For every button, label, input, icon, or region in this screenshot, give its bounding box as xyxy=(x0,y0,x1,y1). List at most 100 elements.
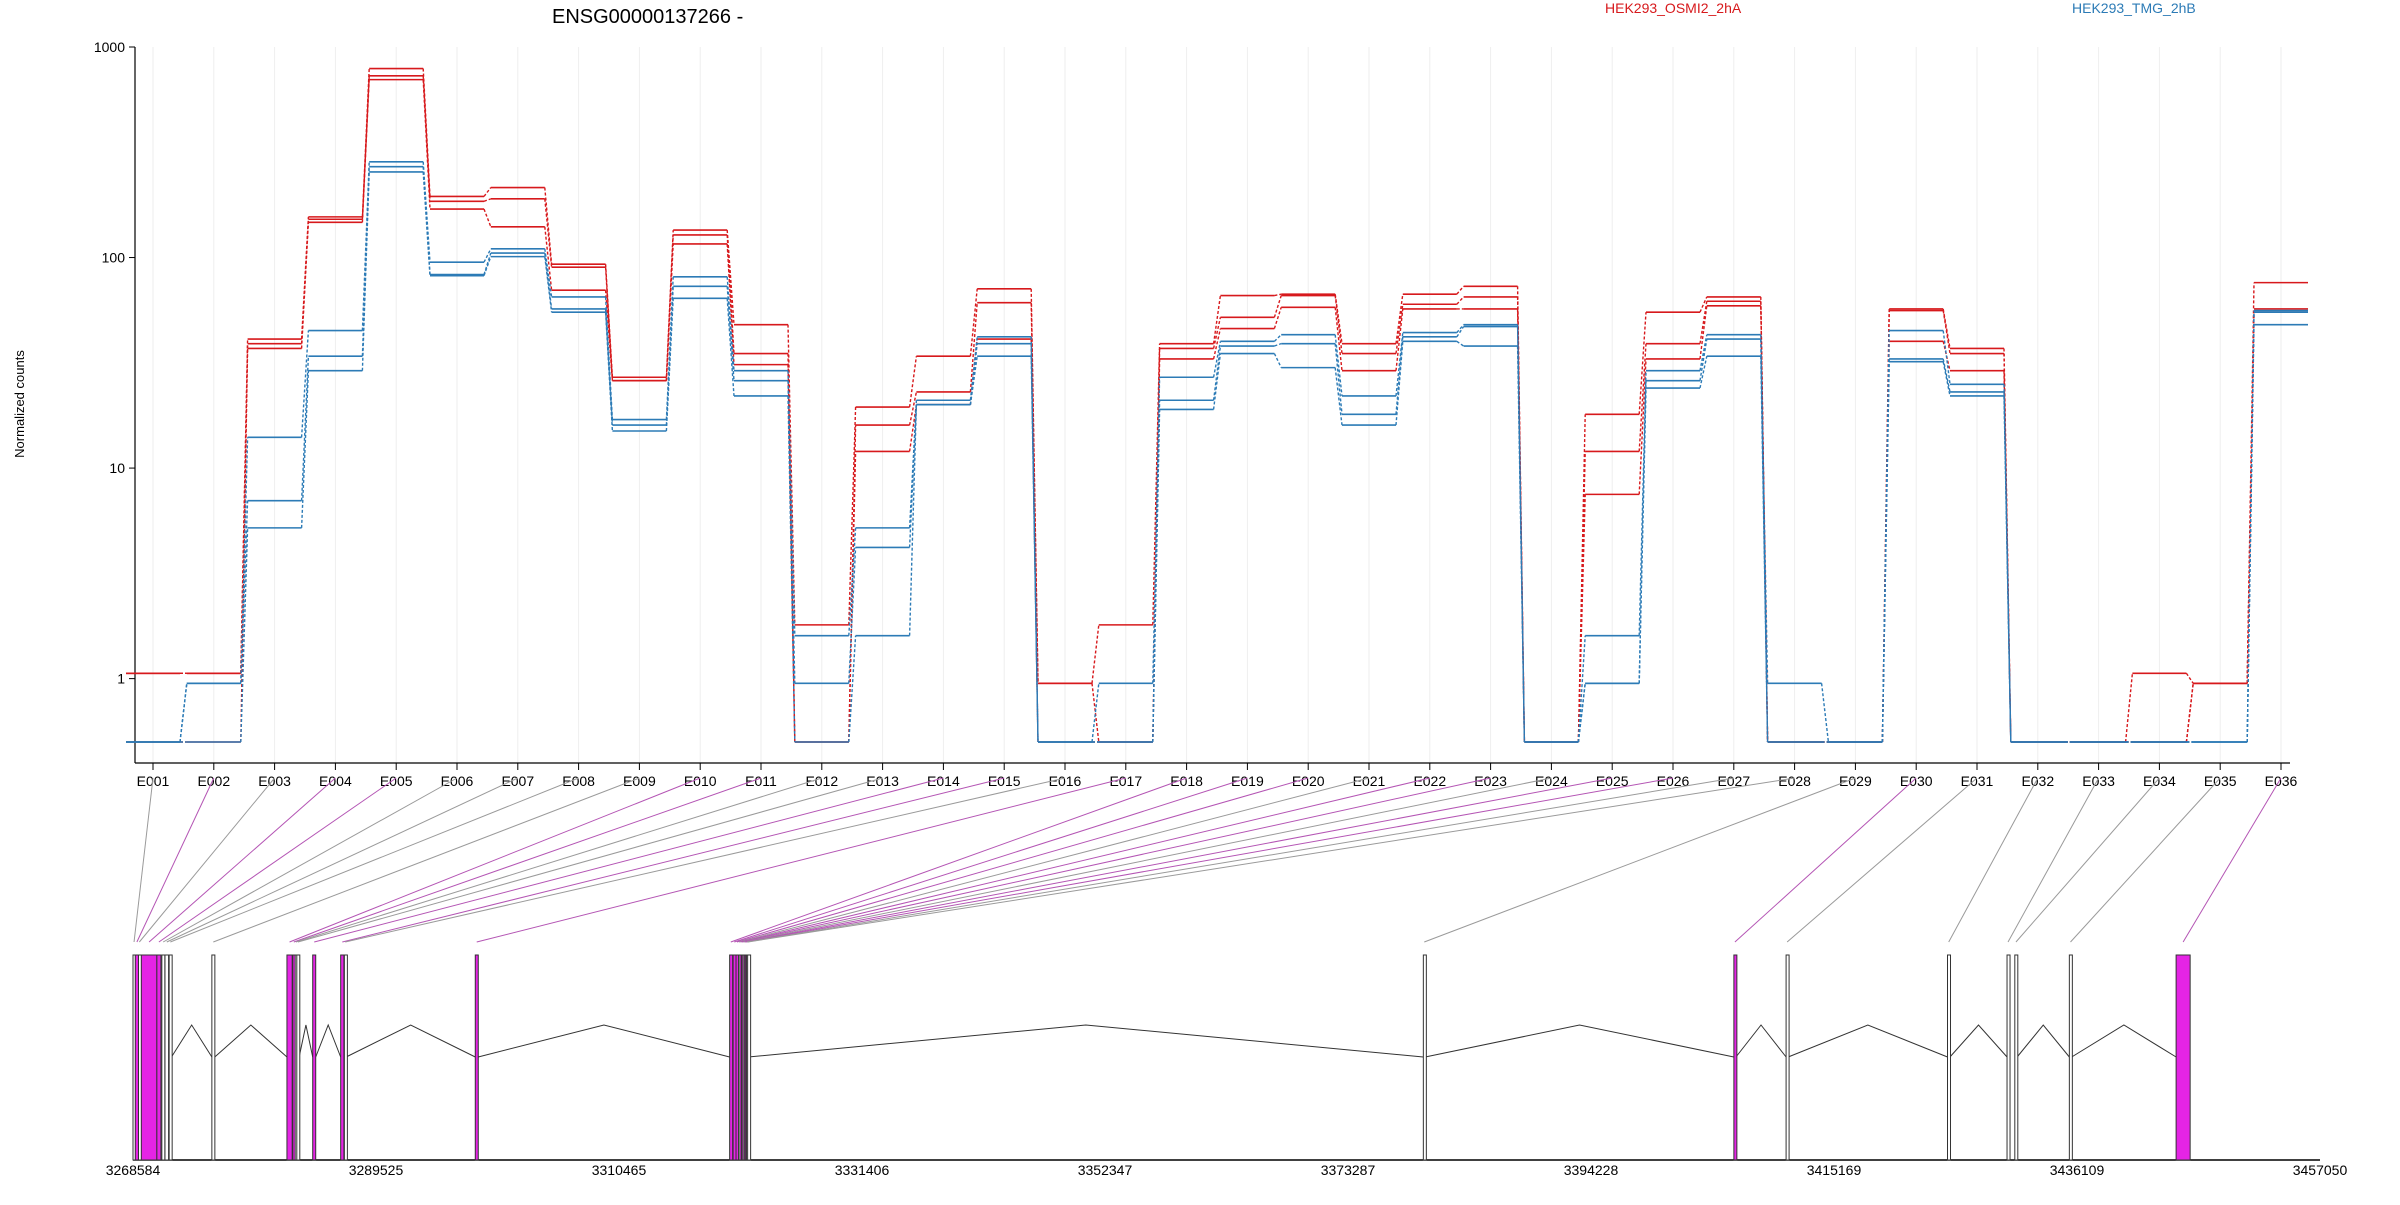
exon-mapping-line xyxy=(476,777,1126,943)
genome-tick-label: 3415169 xyxy=(1807,1162,1862,1178)
exon-connector-segment xyxy=(300,370,310,528)
exon-box xyxy=(2006,954,2011,1161)
exon-connector-segment xyxy=(604,267,614,381)
gene-model: 3268584 3289525 3310465 3331406 3352347 33732… xyxy=(106,954,2347,1178)
intron-line xyxy=(315,1023,342,1058)
exon-connector-segment xyxy=(1638,388,1647,684)
exon-mapping-line xyxy=(136,777,215,943)
exon-mapping-line xyxy=(345,777,1066,943)
exon-mapping-line xyxy=(744,777,1613,943)
exon-connector-segment xyxy=(1942,330,1951,385)
exon-mapping-line xyxy=(1734,777,1917,943)
exon-connector-segment xyxy=(1456,326,1465,338)
exon-connector-segment xyxy=(726,298,735,397)
exon-connector-segment xyxy=(361,79,370,223)
exon-connector-segment xyxy=(544,256,553,313)
exon-connector-segment xyxy=(1760,334,1769,684)
exon-connector-segment xyxy=(1273,295,1282,318)
exon-connector-segment xyxy=(1030,356,1039,743)
exon-box xyxy=(168,954,173,1161)
intron-line xyxy=(2071,1024,2177,1058)
chart-title: ENSG00000137266 - xyxy=(552,6,743,28)
exon-connector-segment xyxy=(1334,334,1343,397)
genome-tick-label: 3268584 xyxy=(106,1162,161,1178)
exon-connector-segment xyxy=(1577,414,1586,743)
series-line xyxy=(126,171,2308,743)
x-tick-label: E035 xyxy=(2204,773,2237,789)
exon-connector-segment xyxy=(1881,361,1890,743)
exon-mapping-line xyxy=(295,777,822,943)
exon-connector-segment xyxy=(1699,356,1708,389)
intron-line xyxy=(171,1024,213,1058)
exon-box xyxy=(474,954,479,1161)
x-tick-label: E032 xyxy=(2021,773,2054,789)
exon-connector-segment xyxy=(1152,343,1161,625)
genome-tick-label: 3394228 xyxy=(1564,1162,1619,1178)
exon-connector-segment xyxy=(544,248,553,298)
exon-connector-segment xyxy=(969,356,978,405)
exon-connector-lines xyxy=(133,777,2282,943)
exon-box xyxy=(2014,954,2019,1161)
gridlines xyxy=(152,47,2282,763)
x-tick-label: E010 xyxy=(684,773,717,789)
exon-connector-segment xyxy=(1699,334,1708,371)
exon-box xyxy=(1785,954,1790,1161)
exon-connector-segment xyxy=(1334,307,1343,371)
exon-mapping-line xyxy=(162,777,458,943)
x-tick-label: E011 xyxy=(745,773,777,789)
exon-mapping-line xyxy=(734,777,1248,943)
exon-connector-segment xyxy=(1395,304,1404,354)
intron-line xyxy=(1735,1024,1787,1058)
genome-tick-label: 3373287 xyxy=(1321,1162,1376,1178)
exon-box xyxy=(747,954,752,1161)
x-tick-label: E018 xyxy=(1170,773,1203,789)
y-tick-label: 1 xyxy=(117,671,125,687)
exon-connector-segment xyxy=(1456,296,1465,305)
exon-connector-segment xyxy=(1395,332,1404,397)
exon-connector-segment xyxy=(361,75,370,220)
x-tick-label: E026 xyxy=(1657,773,1690,789)
exon-connector-segment xyxy=(361,171,370,371)
intron-line xyxy=(214,1024,288,1058)
exon-connector-segment xyxy=(1395,341,1404,426)
exon-connector-segment xyxy=(300,356,310,501)
exon-connector-segment xyxy=(544,198,553,268)
exon-box xyxy=(161,954,166,1161)
exon-connector-segment xyxy=(483,208,492,228)
exon-box xyxy=(164,954,170,1161)
exon-mapping-line xyxy=(736,777,1309,943)
exon-connector-segment xyxy=(848,635,857,743)
exon-connector-segment xyxy=(1577,494,1586,743)
exon-box xyxy=(729,954,734,1161)
exon-mapping-line xyxy=(746,777,1734,943)
exon-connector-segment xyxy=(1638,312,1647,415)
x-tick-label: E016 xyxy=(1049,773,1082,789)
x-tick-label: E005 xyxy=(380,773,413,789)
exon-connector-segment xyxy=(2246,324,2255,743)
x-tick-label: E025 xyxy=(1596,773,1629,789)
x-tick-label: E019 xyxy=(1231,773,1264,789)
exon-mapping-line xyxy=(743,777,1552,943)
exon-connector-segment xyxy=(1334,343,1343,415)
x-tick-label: E020 xyxy=(1292,773,1325,789)
exon-box xyxy=(340,954,345,1161)
exon-mapping-line xyxy=(740,777,1430,943)
exon-connector-segment xyxy=(1699,305,1708,360)
exon-box xyxy=(2175,954,2191,1161)
exon-mapping-line xyxy=(2070,777,2221,943)
exon-mapping-line xyxy=(342,777,1005,943)
exon-connector-segment xyxy=(2003,395,2012,743)
x-tick-label: E007 xyxy=(501,773,534,789)
exon-connector-segment xyxy=(665,243,674,381)
exon-connector-segment xyxy=(1820,683,1830,743)
exon-connector-segment xyxy=(1030,343,1039,743)
exon-connector-segment xyxy=(1942,361,1951,397)
exon-connector-segment xyxy=(848,451,857,743)
exon-connector-segment xyxy=(1456,324,1465,334)
exon-connector-segment xyxy=(848,406,857,625)
exon-connector-segment xyxy=(1212,353,1222,410)
exon-connector-segment xyxy=(240,343,249,674)
exon-connector-segment xyxy=(1212,328,1222,360)
exon-connector-segment xyxy=(604,308,614,426)
